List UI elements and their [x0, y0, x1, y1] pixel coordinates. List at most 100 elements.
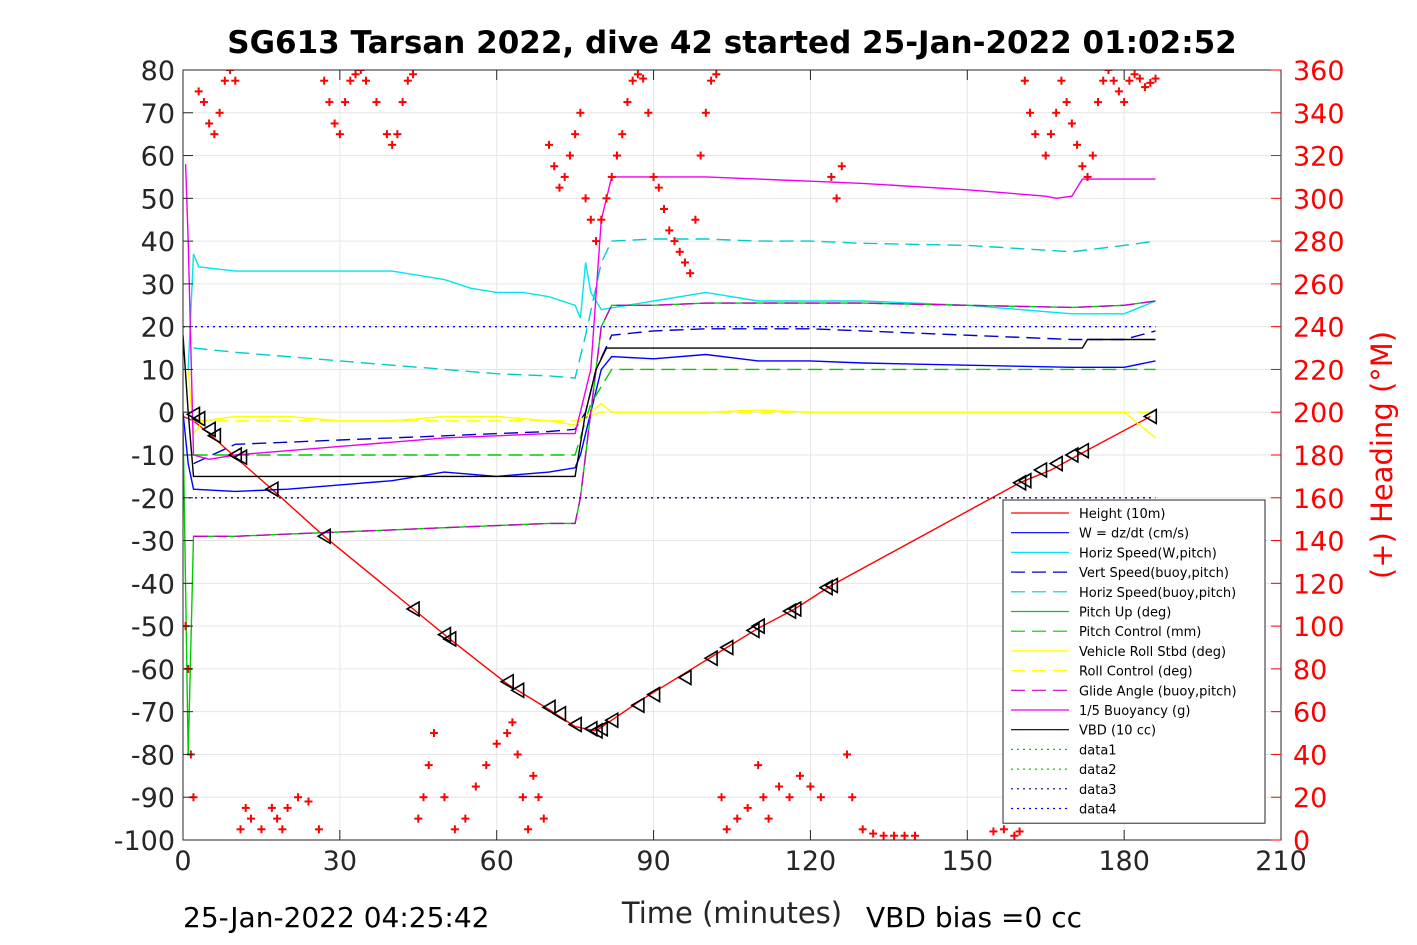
heading-point: [911, 831, 919, 840]
depth-marker: [405, 600, 420, 618]
heading-point: [890, 831, 899, 840]
heading-point: [1094, 98, 1102, 107]
depth-marker: [1017, 472, 1032, 490]
y-tick-label: 80: [141, 56, 175, 87]
heading-point: [722, 825, 731, 834]
right-tick-label: 0: [1293, 826, 1310, 857]
heading-point: [754, 761, 763, 770]
heading-point: [1031, 130, 1040, 139]
heading-point: [1130, 70, 1139, 79]
heading-point: [680, 258, 689, 267]
heading-point: [231, 76, 240, 85]
heading-point: [775, 782, 784, 791]
heading-point: [403, 76, 412, 85]
right-tick-label: 140: [1293, 527, 1345, 558]
heading-point: [346, 76, 355, 85]
heading-point: [686, 269, 695, 278]
heading-point: [581, 194, 590, 203]
depth-marker: [442, 630, 457, 648]
depth-marker: [1074, 442, 1090, 460]
legend-label-4: Vert Speed(buoy,pitch): [1079, 566, 1229, 581]
chart-title: SG613 Tarsan 2022, dive 42 started 25-Ja…: [227, 25, 1236, 61]
heading-point: [419, 793, 428, 802]
right-tick-label: 240: [1293, 313, 1345, 344]
heading-point: [654, 183, 663, 192]
heading-point: [1057, 76, 1066, 85]
y-tick-label: -20: [131, 484, 175, 515]
depth-marker: [593, 720, 609, 738]
y-tick-label: -10: [131, 441, 175, 472]
heading-point: [471, 782, 480, 791]
heading-point: [1041, 151, 1050, 160]
right-tick-label: 40: [1293, 740, 1327, 771]
y-tick-label: -70: [131, 698, 175, 729]
y-tick-label: 70: [141, 99, 175, 130]
heading-point: [675, 247, 684, 256]
heading-point: [1062, 98, 1071, 107]
right-tick-label: 120: [1293, 569, 1345, 600]
y-tick-label: -100: [114, 826, 175, 857]
depth-marker: [510, 681, 525, 699]
heading-point: [534, 793, 543, 802]
legend-label-12: VBD (10 cc): [1079, 724, 1156, 739]
footer-timestamp: 25-Jan-2022 04:25:42: [183, 901, 489, 934]
depth-marker: [316, 527, 331, 545]
heading-point: [843, 750, 852, 759]
series-line-3: [187, 253, 1156, 370]
heading-point: [879, 831, 888, 840]
heading-point: [1135, 74, 1144, 83]
y-tick-label: -30: [131, 527, 175, 558]
heading-point: [257, 825, 266, 834]
heading-point: [220, 76, 229, 85]
legend-label-13: data1: [1079, 743, 1117, 758]
right-tick-label: 300: [1293, 184, 1345, 215]
heading-point: [1109, 76, 1118, 85]
legend-label-5: Horiz Speed(buoy,pitch): [1079, 586, 1236, 601]
depth-marker: [499, 673, 514, 691]
heading-point: [612, 151, 621, 160]
heading-point: [236, 825, 245, 834]
heading-point: [1114, 87, 1123, 96]
heading-point: [335, 130, 344, 139]
legend-label-2: W = dz/dt (cm/s): [1079, 527, 1189, 542]
series-line-2: [183, 353, 1156, 493]
heading-point: [1151, 74, 1160, 83]
y-tick-label: 0: [158, 398, 175, 429]
y-tick-label: 50: [141, 184, 175, 215]
heading-point: [1015, 827, 1024, 836]
x-tick-label: 60: [480, 846, 514, 877]
depth-marker: [630, 696, 645, 714]
legend-label-8: Vehicle Roll Stbd (deg): [1079, 645, 1226, 660]
heading-point: [691, 215, 700, 224]
series-line-9: [193, 411, 1156, 422]
right-tick-label: 160: [1293, 484, 1345, 515]
heading-point: [356, 70, 365, 74]
depth-marker: [201, 420, 216, 438]
heading-point: [273, 814, 282, 823]
heading-point: [294, 793, 303, 802]
heading-point: [665, 226, 674, 235]
heading-point: [649, 172, 658, 181]
heading-point: [325, 98, 334, 107]
heading-point: [707, 76, 716, 85]
depth-marker: [1032, 461, 1048, 479]
depth-marker: [677, 669, 692, 686]
heading-point: [900, 831, 909, 840]
heading-point: [1083, 172, 1092, 181]
heading-point: [628, 76, 637, 85]
heading-point: [194, 87, 203, 96]
heading-point: [1088, 151, 1097, 160]
heading-point: [743, 803, 752, 812]
x-tick-label: 30: [323, 846, 357, 877]
heading-point: [508, 718, 517, 727]
heading-point: [461, 814, 470, 823]
heading-point: [1078, 162, 1087, 171]
heading-point: [492, 739, 501, 748]
heading-point: [283, 803, 292, 812]
heading-point: [592, 237, 601, 246]
x-axis-label: Time (minutes): [621, 896, 842, 930]
heading-point: [565, 151, 574, 160]
heading-point: [503, 729, 512, 738]
heading-point: [450, 825, 459, 834]
right-tick-label: 200: [1293, 398, 1345, 429]
